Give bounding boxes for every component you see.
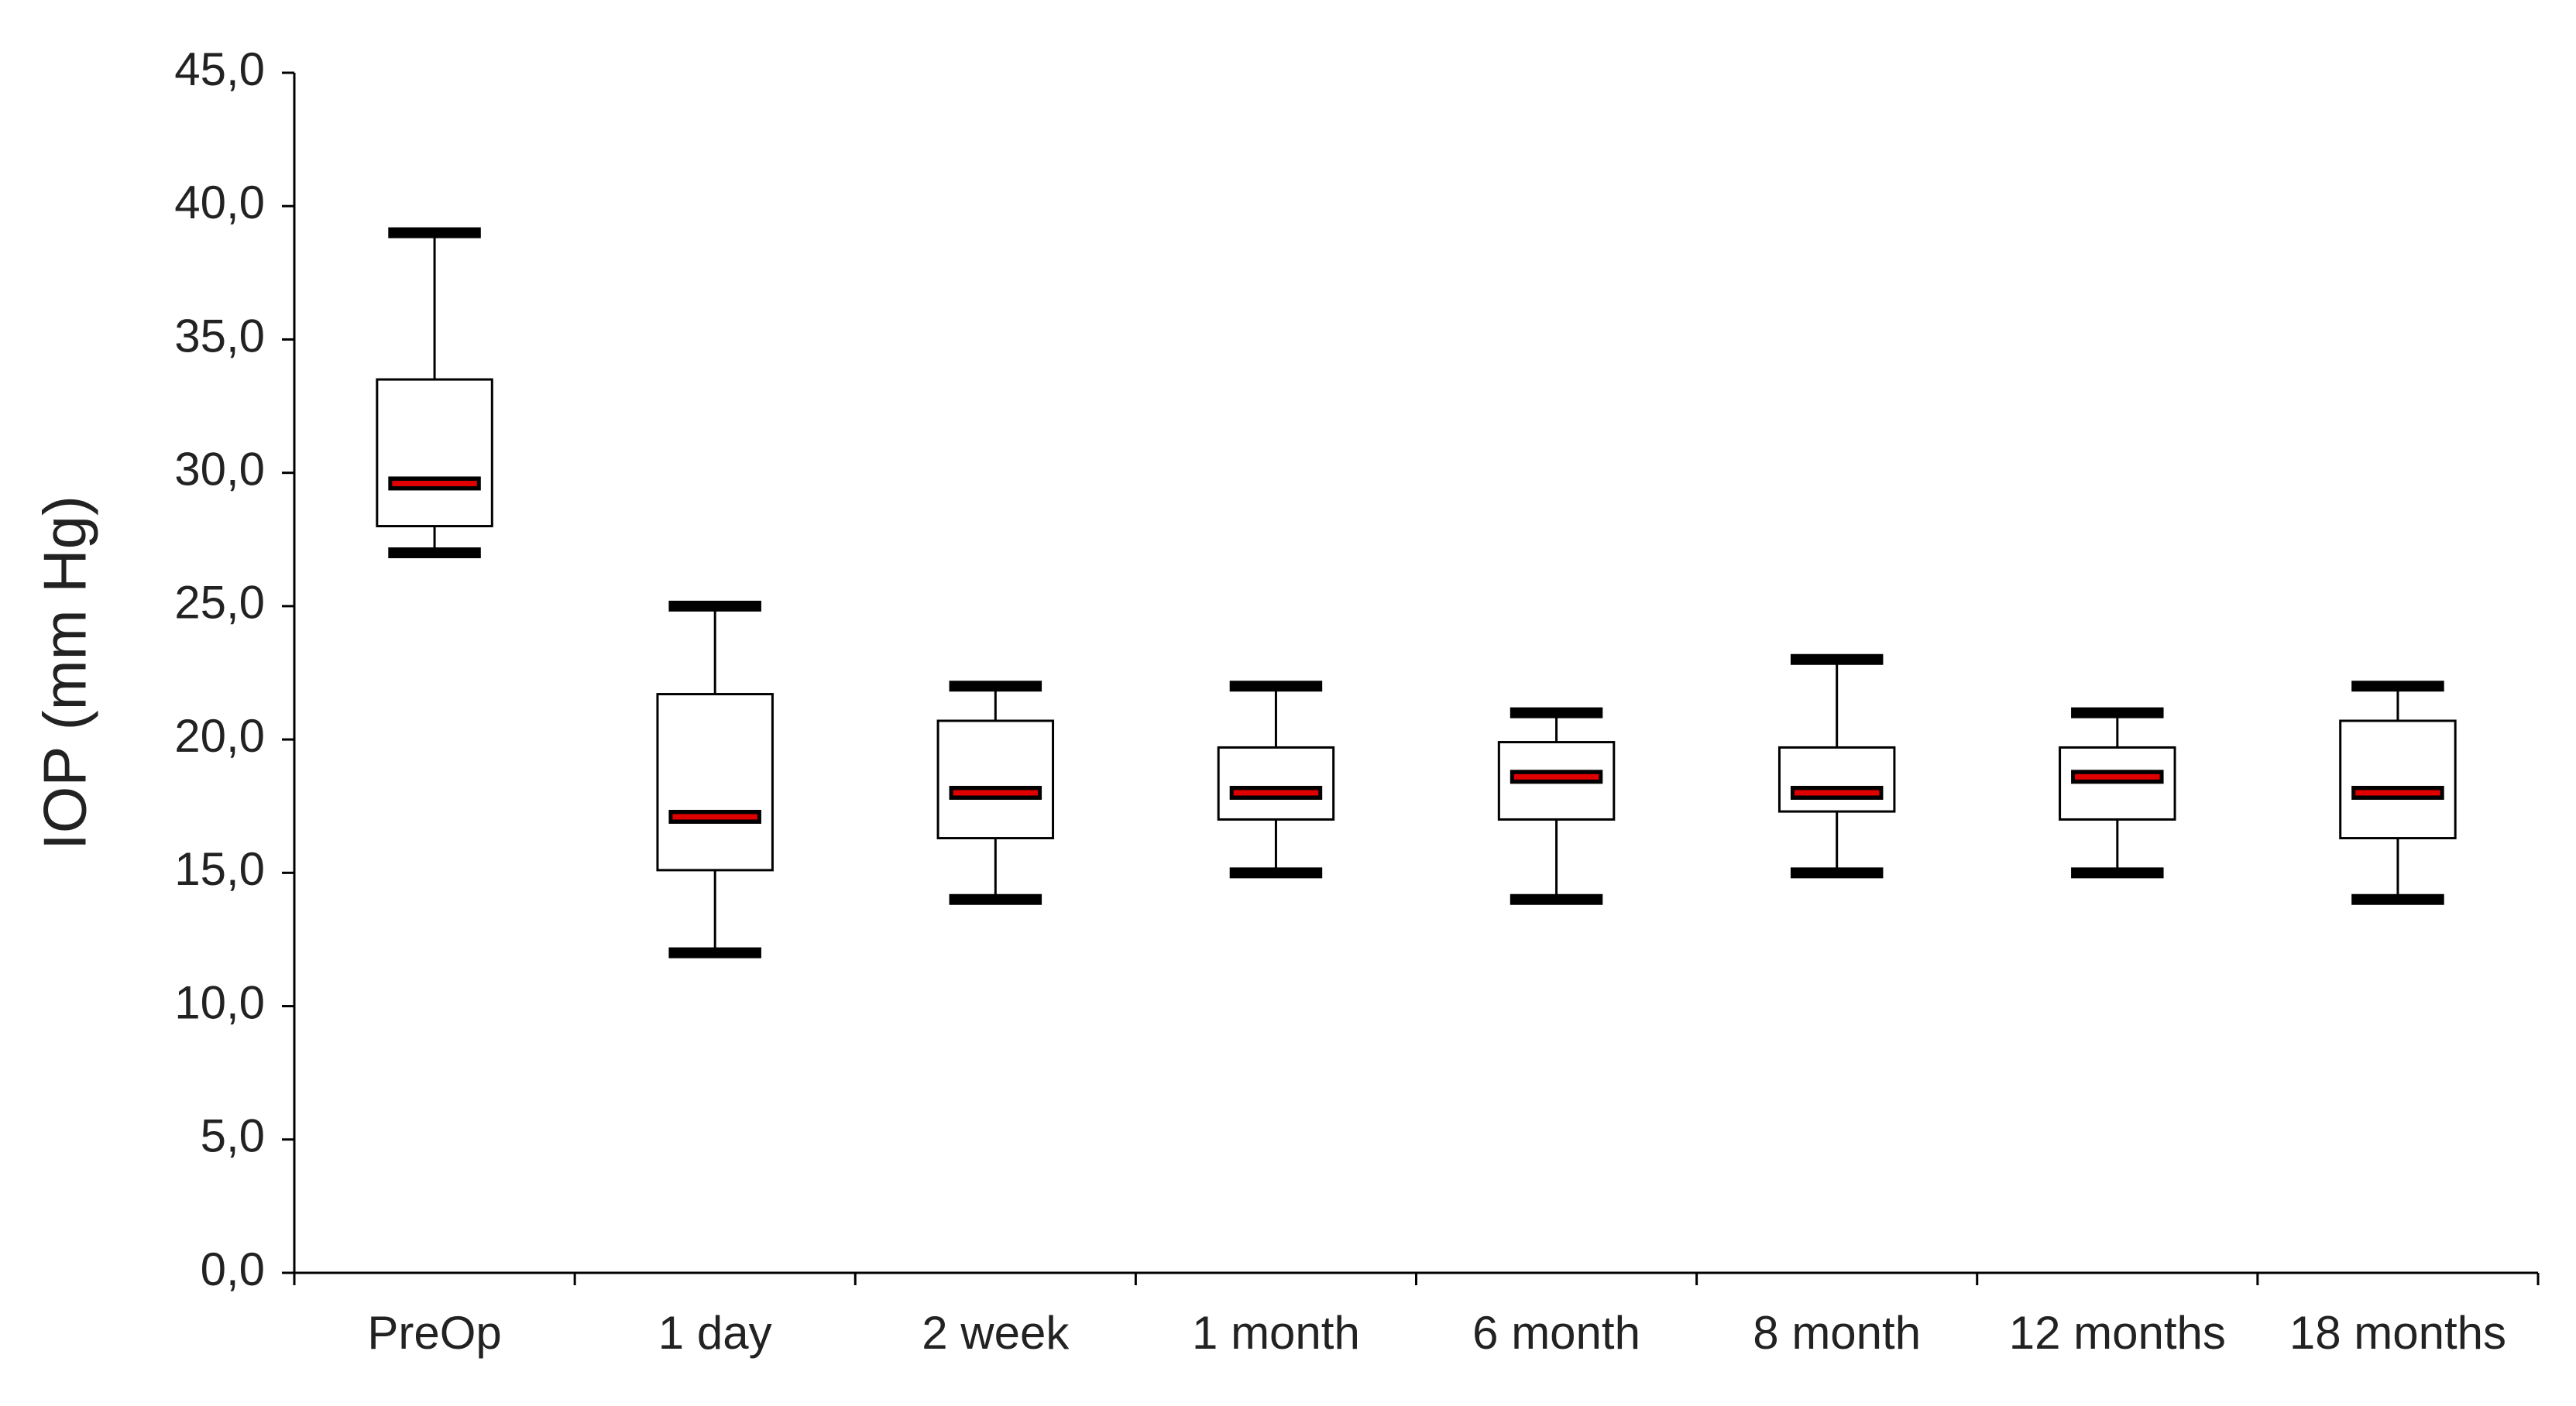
box xyxy=(1777,746,1896,813)
x-tick-label: PreOp xyxy=(367,1307,501,1359)
x-tick-label: 1 month xyxy=(1192,1307,1360,1359)
y-tick-label: 10,0 xyxy=(174,976,265,1028)
box xyxy=(2339,719,2457,840)
x-tick-label: 1 day xyxy=(658,1307,772,1359)
y-tick-label: 0,0 xyxy=(201,1243,265,1295)
x-tick-label: 12 months xyxy=(2009,1307,2226,1359)
box xyxy=(376,378,493,528)
y-tick-label: 35,0 xyxy=(174,310,265,362)
x-tick-label: 6 month xyxy=(1472,1307,1640,1359)
y-tick-label: 45,0 xyxy=(174,43,265,95)
y-tick-label: 20,0 xyxy=(174,710,265,762)
y-axis-label: IOP (mm Hg) xyxy=(31,496,99,850)
y-tick-label: 5,0 xyxy=(201,1110,265,1162)
y-tick-label: 40,0 xyxy=(174,177,265,228)
box xyxy=(936,719,1055,840)
box xyxy=(656,693,774,872)
x-tick-label: 2 week xyxy=(922,1307,1070,1359)
x-tick-label: 8 month xyxy=(1753,1307,1921,1359)
box xyxy=(1217,746,1335,821)
x-tick-label: 18 months xyxy=(2289,1307,2506,1359)
y-tick-label: 25,0 xyxy=(174,577,265,629)
y-tick-label: 30,0 xyxy=(174,444,265,496)
y-tick-label: 15,0 xyxy=(174,843,265,895)
